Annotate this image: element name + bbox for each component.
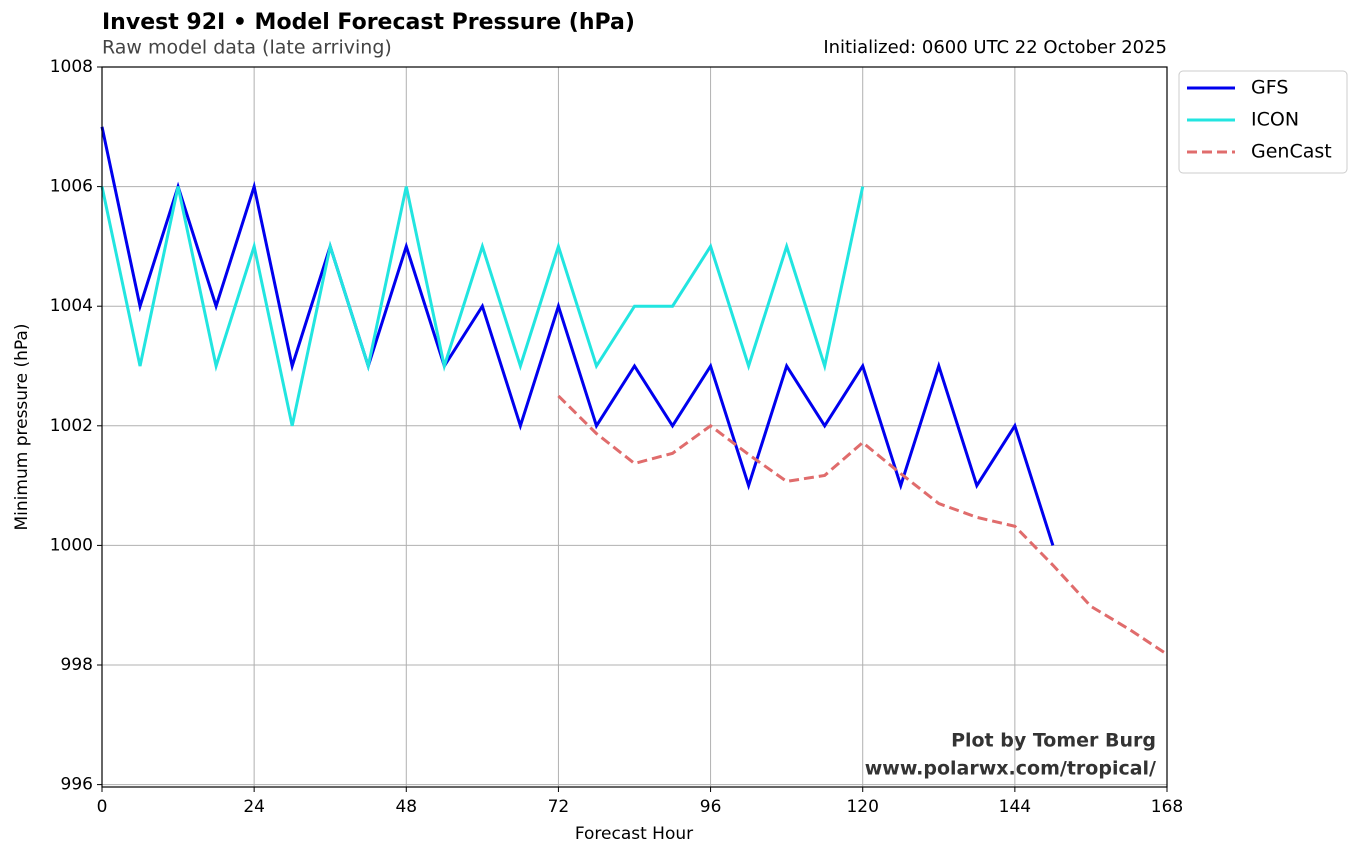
legend-label: GenCast (1251, 141, 1332, 163)
y-tick-label: 996 (61, 775, 93, 795)
x-tick-label: 144 (999, 797, 1031, 817)
x-tick-label: 120 (846, 797, 878, 817)
series-line (100, 186, 865, 427)
y-axis-label: Minimum pressure (hPa) (12, 324, 32, 531)
credit: Plot by Tomer Burg (951, 730, 1156, 752)
legend-box (1178, 70, 1348, 174)
x-tick-label: 0 (97, 797, 108, 817)
chart-subtitle: Raw model data (late arriving) (102, 37, 392, 59)
plot-frame (101, 66, 1168, 788)
x-tick-label: 168 (1151, 797, 1183, 817)
credit-url: www.polarwx.com/tropical/ (865, 758, 1156, 780)
series-line (100, 126, 1055, 546)
x-tick-label: 24 (243, 797, 265, 817)
series-line (557, 394, 1168, 656)
x-tick-label: 72 (548, 797, 570, 817)
y-tick-label: 1000 (50, 535, 93, 555)
legend-label: GFS (1251, 77, 1288, 99)
chart-title: Invest 92I • Model Forecast Pressure (hP… (102, 10, 635, 35)
x-axis-label: Forecast Hour (575, 824, 693, 844)
y-tick-label: 998 (61, 655, 93, 675)
init-time: Initialized: 0600 UTC 22 October 2025 (823, 37, 1167, 58)
x-tick-label: 96 (700, 797, 722, 817)
legend-label: ICON (1251, 109, 1299, 131)
x-tick-label: 48 (395, 797, 417, 817)
y-tick-label: 1004 (50, 296, 93, 316)
y-tick-label: 1006 (50, 177, 93, 197)
y-tick-label: 1002 (50, 416, 93, 436)
y-tick-label: 1008 (50, 57, 93, 77)
